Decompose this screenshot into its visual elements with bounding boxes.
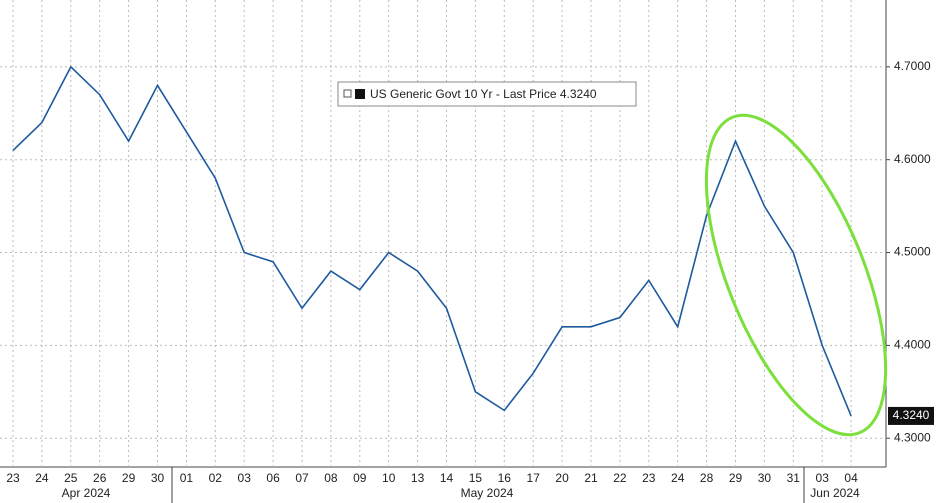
x-tick-label: 16 [498,471,512,485]
x-tick-label: 15 [469,471,483,485]
x-tick-label: 20 [555,471,569,485]
y-tick-label: 4.6000 [894,152,931,166]
x-tick-label: 30 [151,471,165,485]
legend: US Generic Govt 10 Yr - Last Price 4.324… [337,81,637,107]
month-label: Apr 2024 [62,486,111,500]
x-tick-label: 03 [816,471,830,485]
x-tick-label: 30 [758,471,772,485]
x-tick-label: 01 [180,471,194,485]
y-tick-label: 4.5000 [894,245,931,259]
last-price-box [888,406,934,425]
x-tick-label: 24 [35,471,49,485]
x-tick-label: 23 [6,471,20,485]
x-tick-label: 17 [527,471,541,485]
x-tick-label: 08 [324,471,338,485]
x-tick-label: 21 [584,471,598,485]
x-tick-label: 29 [122,471,136,485]
x-tick-label: 22 [613,471,627,485]
legend-label: US Generic Govt 10 Yr - Last Price 4.324… [370,87,597,101]
last-price-label: 4.3240 [893,408,930,422]
x-tick-label: 29 [729,471,743,485]
y-tick-label: 4.3000 [894,430,931,444]
x-tick-label: 13 [411,471,425,485]
x-tick-label: 07 [295,471,309,485]
highlight-ellipse [704,113,888,437]
price-line [12,65,852,417]
x-tick-label: 26 [93,471,107,485]
x-tick-label: 24 [671,471,685,485]
month-label: Jun 2024 [810,486,860,500]
month-label: May 2024 [461,486,514,500]
x-tick-label: 03 [238,471,252,485]
x-tick-label: 25 [64,471,78,485]
x-tick-label: 28 [700,471,714,485]
x-tick-label: 06 [266,471,280,485]
x-tick-label: 02 [209,471,223,485]
x-tick-label: 04 [844,471,858,485]
x-tick-label: 31 [787,471,801,485]
y-tick-label: 4.4000 [894,338,931,352]
x-tick-label: 14 [440,471,454,485]
legend-box [337,81,637,107]
legend-swatch [355,89,365,99]
x-tick-label: 09 [353,471,367,485]
legend-expander [343,89,352,98]
x-tick-label: 23 [642,471,656,485]
x-tick-label: 10 [382,471,396,485]
y-tick-label: 4.7000 [894,59,931,73]
